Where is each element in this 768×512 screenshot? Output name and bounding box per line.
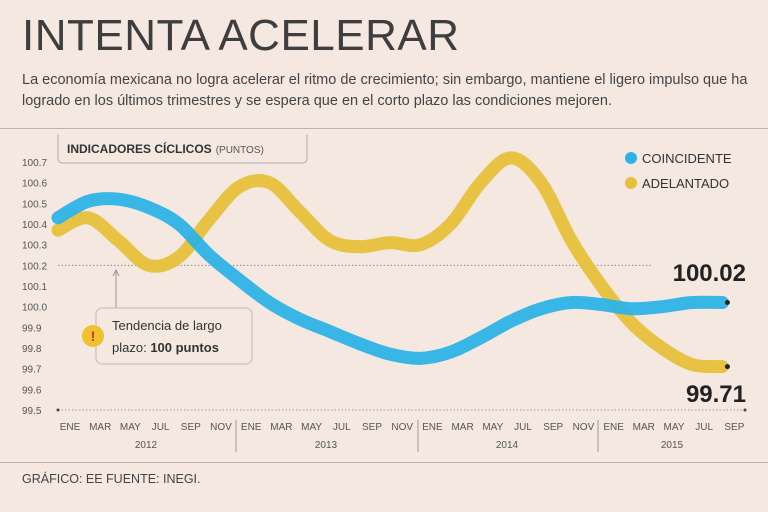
y-tick-label: 99.6 (22, 385, 42, 396)
year-label: 2014 (496, 440, 519, 451)
axis-end-dot (743, 408, 747, 412)
end-label-coincidente: 100.02 (673, 260, 746, 287)
x-tick-label: MAY (120, 422, 141, 433)
y-tick-label: 100.5 (22, 199, 47, 210)
x-tick-label: MAY (664, 422, 685, 433)
y-tick-label: 100.6 (22, 179, 47, 190)
annotation-line2: plazo: 100 puntos (112, 340, 219, 355)
y-tick-label: 99.8 (22, 344, 42, 355)
x-tick-label: NOV (210, 422, 232, 433)
page-subtitle: La economía mexicana no logra acelerar e… (22, 72, 748, 109)
warning-icon (82, 325, 104, 347)
chart-title: INDICADORES CÍCLICOS (PUNTOS) (67, 141, 264, 156)
x-tick-label: MAR (89, 422, 111, 433)
page-title: INTENTA ACELERAR (22, 11, 460, 60)
x-tick-label: ENE (603, 422, 624, 433)
x-tick-label: ENE (241, 422, 262, 433)
x-tick-label: SEP (181, 422, 201, 433)
y-tick-label: 100.0 (22, 303, 47, 314)
x-axis: ENE MAR MAY JUL SEP NOV ENE MAR MAY JUL SEP NOV ENE M… (56, 408, 747, 452)
y-axis: 99.5 99.6 99.7 99.8 99.9 100.0 100.1 100.2 100.3… (22, 158, 47, 417)
series-end-dot-adelantado (724, 364, 730, 370)
y-tick-label: 99.5 (22, 406, 42, 417)
x-tick-label: SEP (543, 422, 563, 433)
y-tick-label: 100.1 (22, 282, 47, 293)
y-tick-label: 100.7 (22, 158, 47, 169)
y-tick-label: 100.3 (22, 241, 47, 252)
legend-label-adelantado: ADELANTADO (642, 176, 729, 191)
x-tick-label: ENE (60, 422, 81, 433)
top-divider (0, 128, 768, 129)
legend-swatch-adelantado (625, 177, 637, 189)
x-tick-label: MAR (633, 422, 655, 433)
x-tick-label: NOV (391, 422, 413, 433)
annotation-box (95, 307, 253, 365)
year-label: 2015 (661, 440, 684, 451)
x-tick-label: JUL (152, 422, 170, 433)
legend-swatch-coincidente (625, 152, 637, 164)
annotation-line1: Tendencia de largo (112, 318, 222, 333)
end-label-adelantado: 99.71 (686, 381, 746, 408)
x-tick-label: MAY (482, 422, 503, 433)
x-tick-label: NOV (573, 422, 595, 433)
year-label: 2012 (135, 440, 158, 451)
series-line-adelantado (51, 151, 729, 374)
x-tick-label: ENE (422, 422, 443, 433)
year-label: 2013 (315, 440, 338, 451)
legend-label-coincidente: COINCIDENTE (642, 151, 732, 166)
series-end-dot-coincidente (724, 300, 730, 306)
y-tick-label: 99.7 (22, 365, 42, 376)
x-tick-label: SEP (724, 422, 744, 433)
x-tick-label: SEP (362, 422, 382, 433)
y-tick-label: 100.2 (22, 261, 47, 272)
bottom-divider (0, 462, 768, 463)
x-tick-label: JUL (514, 422, 532, 433)
y-tick-label: 100.4 (22, 220, 47, 231)
y-tick-label: 99.9 (22, 323, 42, 334)
legend: COINCIDENTE ADELANTADO (625, 151, 732, 191)
x-tick-label: MAR (270, 422, 292, 433)
series-lines: 100.02 99.71 (51, 151, 746, 408)
x-tick-label: JUL (333, 422, 351, 433)
footer-source: GRÁFICO: EE FUENTE: INEGI. (22, 472, 201, 486)
x-tick-label: MAR (451, 422, 473, 433)
x-tick-label: JUL (695, 422, 713, 433)
chart-title-box (57, 134, 308, 164)
annotation-arrowhead (112, 268, 120, 277)
series-line-coincidente (51, 192, 729, 365)
warning-icon-glyph: ! (91, 328, 96, 344)
x-tick-label: MAY (301, 422, 322, 433)
axis-origin-dot (56, 408, 60, 412)
